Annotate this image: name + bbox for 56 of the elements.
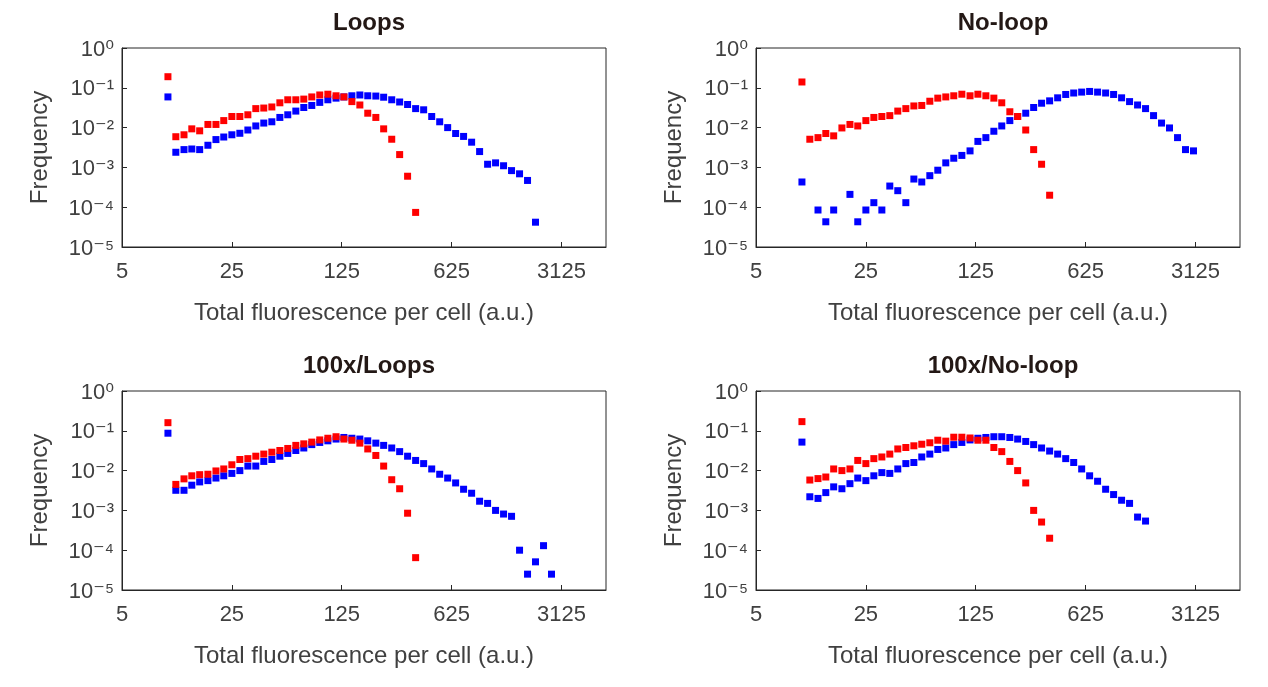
x-tick-label: 5 xyxy=(115,600,129,626)
x-tick-label: 5 xyxy=(749,600,763,626)
x-tick-label: 25 xyxy=(853,600,879,626)
x-tick-label: 125 xyxy=(323,600,361,626)
y-tick-label: 10⁻² xyxy=(704,115,748,141)
x-tick-label: 125 xyxy=(323,257,361,283)
y-tick-label: 10⁰ xyxy=(80,378,115,404)
x-tick-label: 25 xyxy=(853,257,879,283)
y-tick-label: 10⁻⁴ xyxy=(702,194,748,220)
y-tick-label: 10⁻³ xyxy=(704,497,748,523)
y-tick-label: 10⁻⁵ xyxy=(68,577,114,603)
x-tick-label: 5 xyxy=(749,257,763,283)
x-tick-label: 5 xyxy=(115,257,129,283)
x-tick-label: 25 xyxy=(219,257,245,283)
y-tick-label: 10⁻⁵ xyxy=(702,234,748,260)
y-tick-label: 10⁻⁴ xyxy=(68,537,114,563)
y-tick-label: 10⁰ xyxy=(80,35,115,61)
chart-title: 100x/Loops xyxy=(302,350,436,378)
y-tick-label: 10⁻² xyxy=(70,115,114,141)
y-axis-title: Frequency xyxy=(24,90,52,205)
chart-title: 100x/No-loop xyxy=(927,350,1079,378)
y-tick-label: 10⁻⁵ xyxy=(702,577,748,603)
y-tick-label: 10⁰ xyxy=(714,378,749,404)
y-tick-label: 10⁻³ xyxy=(70,497,114,523)
x-axis-title: Total fluorescence per cell (a.u.) xyxy=(827,640,1169,668)
y-tick-label: 10⁻¹ xyxy=(704,418,748,444)
chart-title: No-loop xyxy=(957,7,1049,35)
y-axis-title: Frequency xyxy=(658,433,686,548)
x-tick-label: 3125 xyxy=(1170,257,1220,283)
y-tick-label: 10⁻⁴ xyxy=(68,194,114,220)
y-tick-label: 10⁻⁵ xyxy=(68,234,114,260)
y-tick-label: 10⁻³ xyxy=(70,154,114,180)
x-tick-label: 3125 xyxy=(536,600,586,626)
y-tick-label: 10⁻¹ xyxy=(70,75,114,101)
y-axis-title: Frequency xyxy=(658,90,686,205)
x-tick-label: 625 xyxy=(433,257,470,283)
y-axis-title: Frequency xyxy=(24,433,52,548)
y-tick-label: 10⁻² xyxy=(70,458,114,484)
y-tick-label: 10⁻³ xyxy=(704,154,748,180)
x-tick-label: 625 xyxy=(433,600,470,626)
y-tick-label: 10⁻² xyxy=(704,458,748,484)
y-tick-label: 10⁻¹ xyxy=(70,418,114,444)
x-tick-label: 125 xyxy=(957,257,995,283)
x-tick-label: 625 xyxy=(1067,257,1104,283)
chart-title: Loops xyxy=(333,7,405,35)
y-tick-label: 10⁰ xyxy=(714,35,749,61)
x-tick-label: 625 xyxy=(1067,600,1104,626)
x-axis-title: Total fluorescence per cell (a.u.) xyxy=(827,297,1169,325)
x-tick-label: 3125 xyxy=(1170,600,1220,626)
x-tick-label: 125 xyxy=(957,600,995,626)
y-tick-label: 10⁻¹ xyxy=(704,75,748,101)
x-axis-title: Total fluorescence per cell (a.u.) xyxy=(193,297,535,325)
x-tick-label: 3125 xyxy=(536,257,586,283)
x-tick-label: 25 xyxy=(219,600,245,626)
y-tick-label: 10⁻⁴ xyxy=(702,537,748,563)
x-axis-title: Total fluorescence per cell (a.u.) xyxy=(193,640,535,668)
